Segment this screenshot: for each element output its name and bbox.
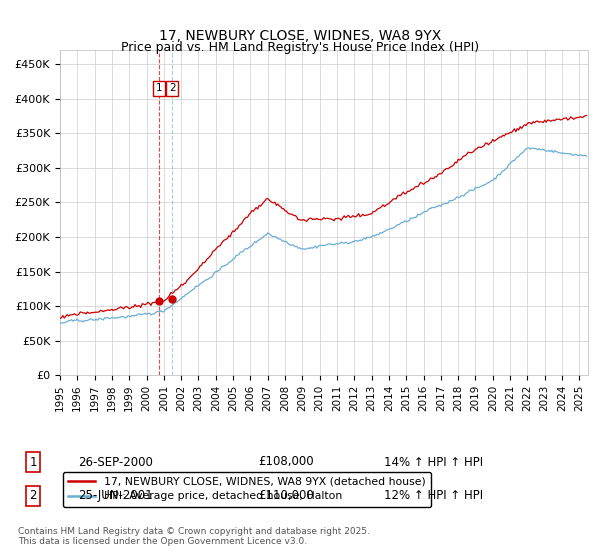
Text: 14% ↑ HPI ↑ HPI: 14% ↑ HPI ↑ HPI [384, 455, 483, 469]
Legend: 17, NEWBURY CLOSE, WIDNES, WA8 9YX (detached house), HPI: Average price, detache: 17, NEWBURY CLOSE, WIDNES, WA8 9YX (deta… [63, 472, 431, 507]
Text: 26-SEP-2000: 26-SEP-2000 [78, 455, 153, 469]
Text: 2: 2 [29, 489, 37, 502]
Text: Contains HM Land Registry data © Crown copyright and database right 2025.
This d: Contains HM Land Registry data © Crown c… [18, 526, 370, 546]
Text: 1: 1 [29, 455, 37, 469]
Text: 17, NEWBURY CLOSE, WIDNES, WA8 9YX: 17, NEWBURY CLOSE, WIDNES, WA8 9YX [159, 29, 441, 44]
Text: £110,000: £110,000 [258, 489, 314, 502]
Text: 12% ↑ HPI ↑ HPI: 12% ↑ HPI ↑ HPI [384, 489, 483, 502]
Text: 2: 2 [169, 83, 175, 94]
Text: 25-JUN-2001: 25-JUN-2001 [78, 489, 152, 502]
Text: Price paid vs. HM Land Registry's House Price Index (HPI): Price paid vs. HM Land Registry's House … [121, 41, 479, 54]
Text: £108,000: £108,000 [258, 455, 314, 469]
Text: 1: 1 [156, 83, 163, 94]
